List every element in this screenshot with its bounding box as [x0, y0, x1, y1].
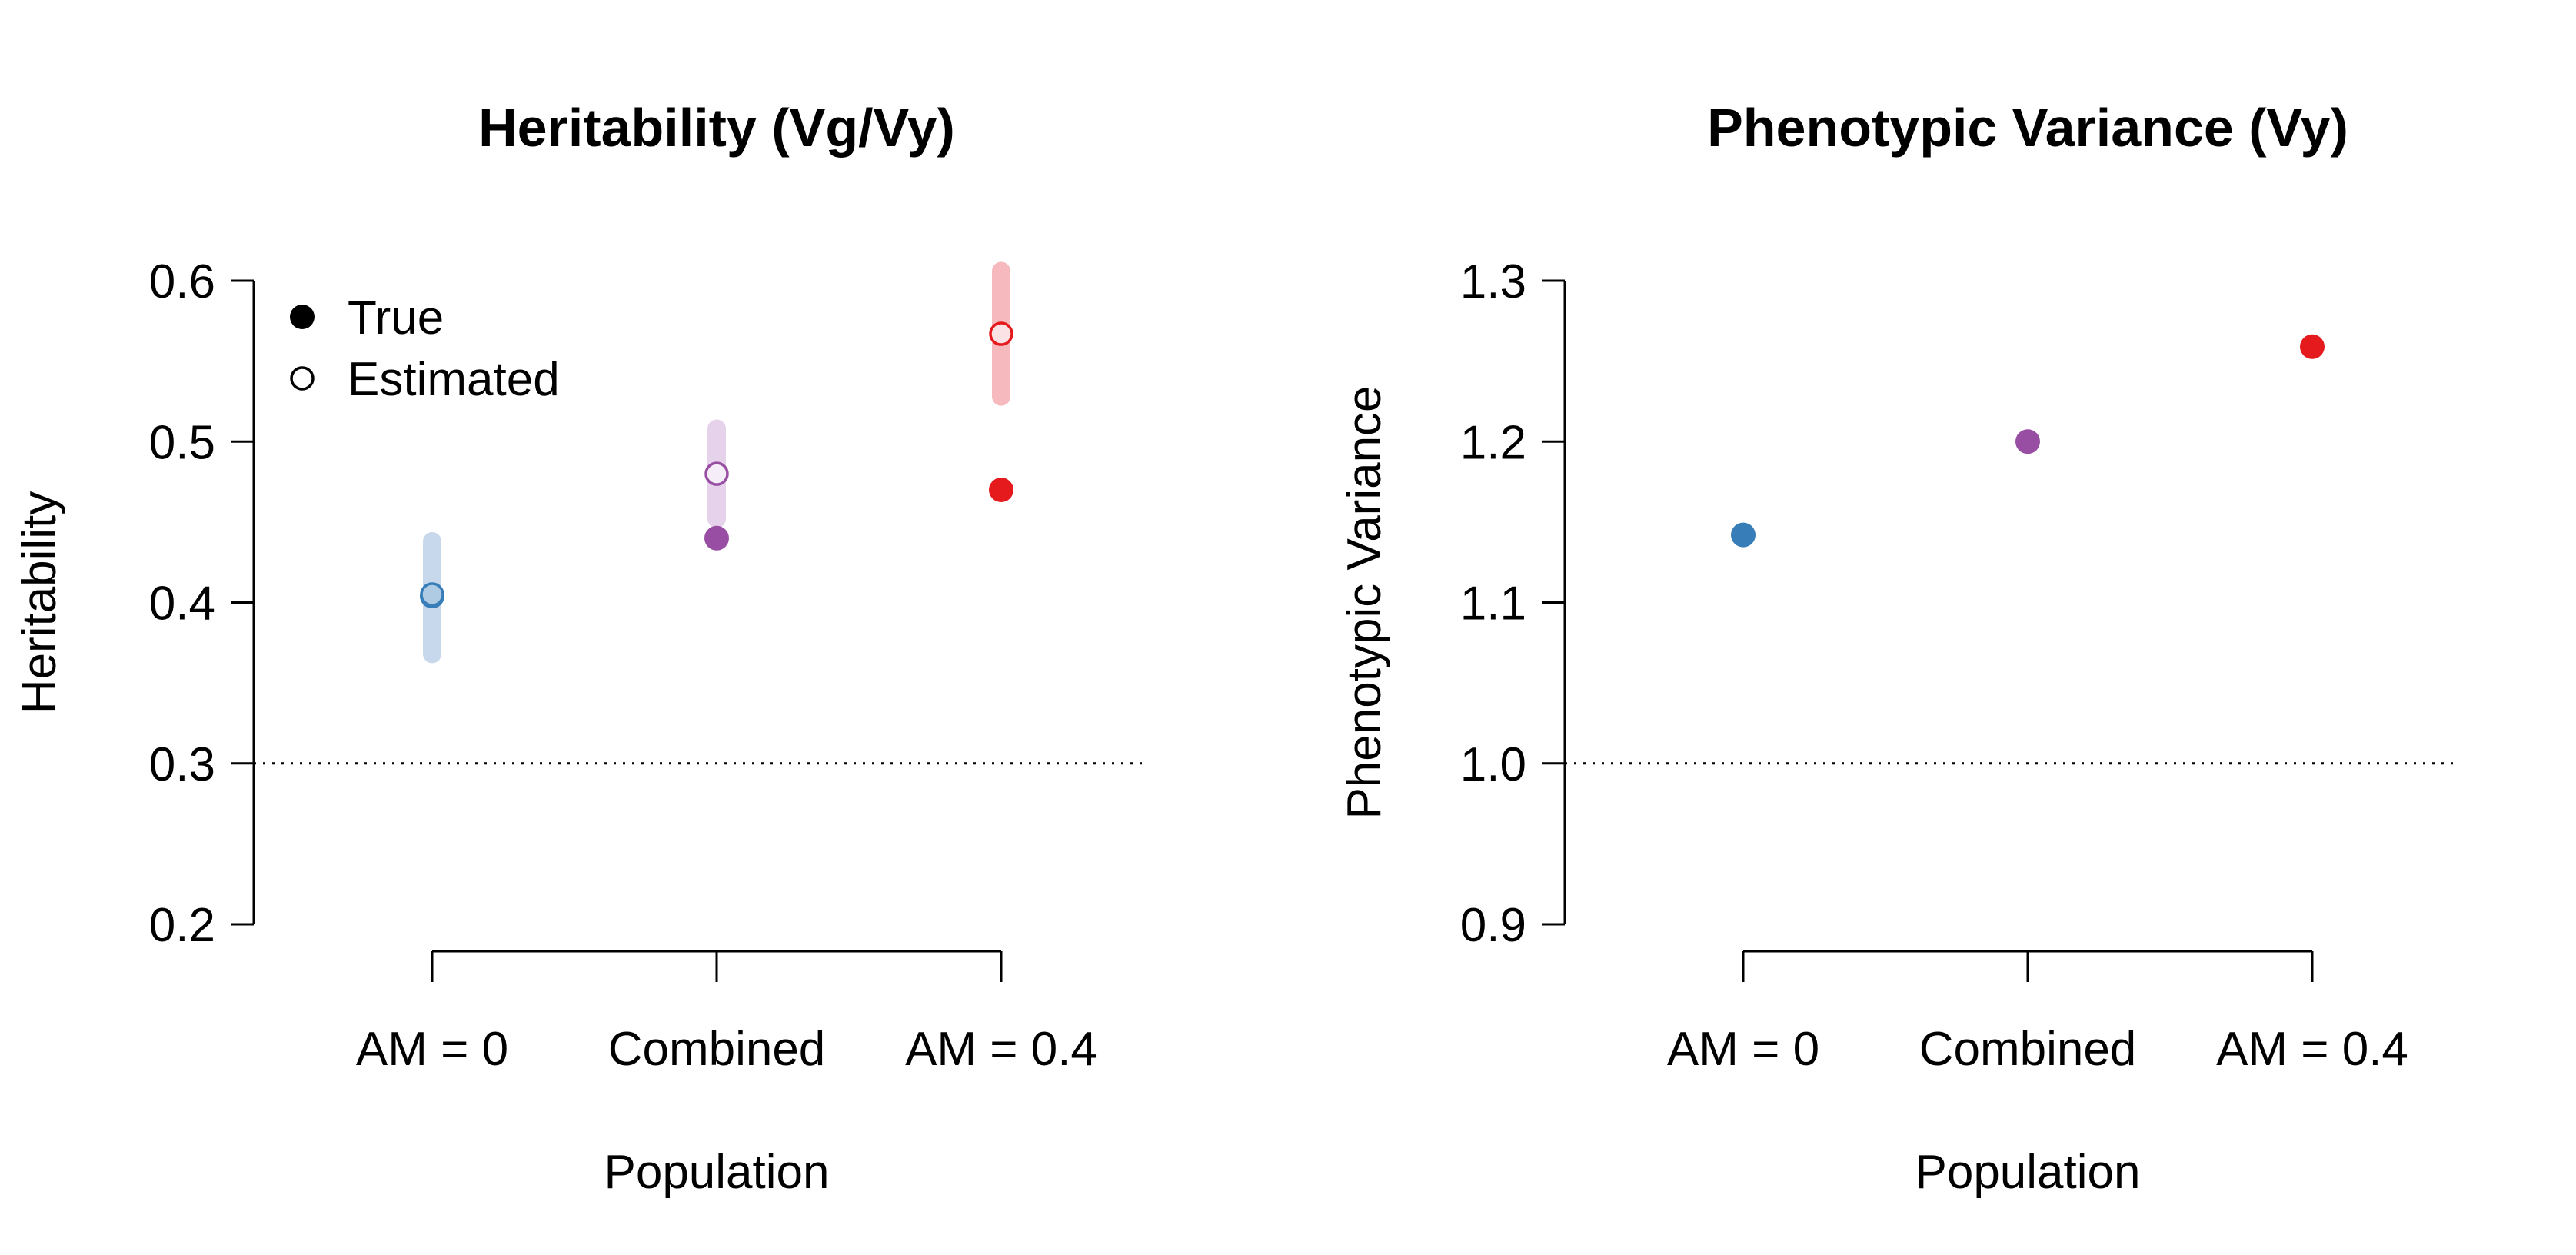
y-axis-label: Heritability	[13, 491, 66, 714]
y-tick-label: 1.0	[1460, 738, 1526, 791]
y-tick-label: 0.2	[149, 899, 215, 952]
y-tick-label: 0.4	[149, 578, 215, 631]
y-tick-label: 0.6	[149, 255, 215, 308]
y-tick-label: 0.9	[1460, 899, 1526, 952]
legend-label: Estimated	[348, 353, 560, 406]
x-tick-label: AM = 0	[356, 1023, 508, 1076]
y-tick-label: 0.5	[149, 416, 215, 469]
data-point-estimated	[420, 582, 444, 607]
x-tick-label: AM = 0.4	[2216, 1023, 2408, 1076]
legend-marker-filled	[290, 305, 315, 329]
y-tick-label: 1.2	[1460, 416, 1526, 469]
x-tick-label: AM = 0.4	[905, 1023, 1097, 1076]
data-point-true	[989, 478, 1013, 503]
x-axis-label: Population	[1915, 1146, 2140, 1199]
data-point-estimated	[989, 321, 1013, 346]
chart-title: Heritability (Vg/Vy)	[478, 98, 955, 158]
y-tick-label: 1.3	[1460, 255, 1526, 308]
data-point-true	[2300, 334, 2325, 359]
chart-title: Phenotypic Variance (Vy)	[1707, 98, 2348, 158]
legend-label: True	[348, 291, 444, 345]
y-tick-label: 1.1	[1460, 578, 1526, 631]
x-tick-label: Combined	[1919, 1023, 2137, 1076]
data-point-estimated	[704, 461, 729, 486]
phenotypic-variance-panel: Phenotypic Variance (Vy) 0.9 1.0 1.1 1.2 1.3 P…	[1338, 98, 2453, 1199]
x-tick-label: AM = 0	[1667, 1023, 1819, 1076]
legend-marker-open	[290, 366, 315, 391]
y-tick-label: 0.3	[149, 738, 215, 791]
x-axis-label: Population	[604, 1146, 829, 1199]
data-point-true	[2015, 429, 2040, 454]
y-axis-label: Phenotypic Variance	[1338, 385, 1391, 819]
data-point-true	[704, 525, 729, 551]
x-tick-label: Combined	[608, 1023, 826, 1076]
data-point-true	[1731, 522, 1756, 548]
heritability-panel: Heritability (Vg/Vy) 0.2 0.3 0.4 0.5 0.6 Herit…	[13, 98, 1142, 1199]
